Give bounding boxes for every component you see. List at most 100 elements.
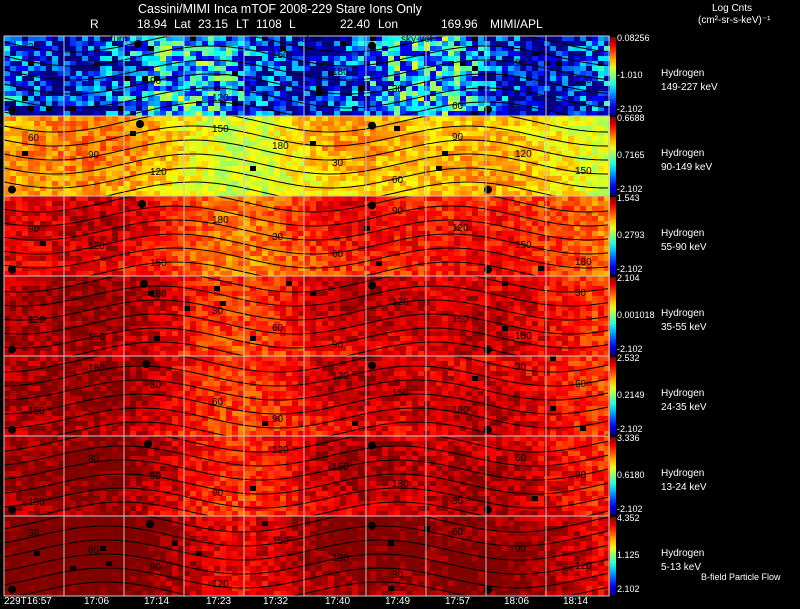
colorbar-cb-max-0: 0.08256 — [617, 33, 650, 43]
contour-label: 120 — [272, 445, 289, 456]
panel-1: 60 90 120 150 180 30 60 90 120 150 — [3, 115, 610, 197]
contour-line — [3, 73, 609, 95]
contour-label: 150 — [452, 314, 469, 325]
contour-line — [3, 487, 609, 509]
contour-label: 90 — [272, 414, 284, 425]
species-label: Hydrogen — [661, 228, 705, 239]
contour-label: 90 — [28, 224, 40, 235]
contour-label: 90 — [88, 150, 100, 161]
lt-label: LT — [236, 17, 250, 31]
colorbar-cb-mid-3: 0.001018 — [617, 310, 655, 320]
x-tick-1: 17:06 — [84, 596, 110, 607]
direction-label-1: saturn — [296, 34, 324, 45]
contour-label: 30 — [88, 454, 100, 465]
contour-line — [3, 567, 609, 589]
contour-label: 30 — [212, 306, 224, 317]
direction-dot — [368, 441, 376, 450]
panel-5: 180 30 60 90 120 150 180 30 60 90 — [3, 435, 610, 517]
colorbar-cb-min-4: -2.102 — [617, 424, 643, 434]
contour-label: 30 — [452, 496, 464, 507]
colorbar-cb-mid-6: 1.125 — [617, 550, 640, 560]
l-value: 22.40 — [340, 17, 371, 31]
colorbar-cb-min-6: 2.102 — [617, 584, 640, 594]
panel-frame — [3, 515, 610, 597]
contour-label: 90 — [515, 544, 527, 555]
energy-label: 35-55 keV — [661, 322, 707, 333]
title-line: Cassini/MIMI Inca mTOF 2008-229 Stare Io… — [138, 2, 422, 16]
contour-line — [3, 275, 609, 293]
colorbar-cb-mid-1: 0.7165 — [617, 150, 645, 160]
contour-label: 60 — [332, 249, 344, 260]
colorbar-cb-mid-2: 0.2793 — [617, 230, 645, 240]
direction-dot — [142, 360, 150, 368]
x-tick-4: 17:32 — [263, 596, 289, 607]
contour-label: 120 — [88, 241, 105, 252]
colorbar-cb-max-5: 3.336 — [617, 433, 640, 443]
panel-6: 30 60 90 120 150 180 30 60 90 120 — [3, 515, 610, 597]
contour-label: 30 — [28, 42, 40, 53]
contour-label: 60 — [452, 101, 464, 112]
units-line1: Log Cnts — [712, 3, 753, 14]
contour-label: 180 — [332, 67, 349, 78]
contour-label: 180 — [515, 331, 532, 342]
direction-dot — [484, 425, 492, 434]
direction-dot — [368, 201, 376, 210]
r-label: R — [90, 17, 99, 31]
colorbar-cb-mid-5: 0.6180 — [617, 470, 645, 480]
colorbar-cb-min-3: -2.102 — [617, 344, 643, 354]
colorbar-cb-max-1: 0.6688 — [617, 113, 645, 123]
direction-dot — [136, 120, 144, 128]
colorbar-6 — [610, 517, 616, 595]
contour-line — [3, 153, 608, 175]
contour-label: 150 — [392, 388, 409, 399]
contour-label: 180 — [452, 405, 469, 416]
colorbar-cb-mid-4: 0.2149 — [617, 390, 645, 400]
direction-dot — [8, 105, 16, 114]
footer-note: B-field Particle Flow — [701, 572, 781, 582]
contour-label: 180 — [332, 553, 349, 564]
species-label: Hydrogen — [661, 548, 705, 559]
lat-label: Lat — [174, 17, 191, 31]
direction-dot — [368, 361, 376, 370]
direction-dot — [368, 521, 376, 530]
contour-label: 90 — [515, 58, 527, 69]
x-tick-9: 18:14 — [563, 596, 589, 607]
x-tick-6: 17:49 — [385, 596, 411, 607]
contour-line — [3, 327, 609, 349]
contour-label: 120 — [392, 297, 409, 308]
panel-label-2: Hydrogen 55-90 keV — [661, 227, 707, 255]
contour-label: 180 — [28, 497, 45, 508]
lat-value: 23.15 — [198, 17, 229, 31]
direction-dot — [8, 505, 16, 514]
contour-label: 180 — [150, 289, 167, 300]
contour-label: 120 — [575, 561, 592, 572]
contour-line — [3, 59, 609, 81]
panel-label-6: Hydrogen 5-13 keV — [661, 547, 704, 575]
contour-label: 120 — [452, 223, 469, 234]
energy-label: 149-227 keV — [661, 82, 718, 93]
contour-line — [3, 219, 609, 241]
contour-line — [3, 365, 609, 387]
energy-label: 13-24 keV — [661, 482, 707, 493]
x-tick-7: 17:57 — [445, 596, 471, 607]
units-line2: (cm²-sr-s-keV)⁻¹ — [698, 15, 771, 26]
direction-dot — [368, 121, 376, 130]
contour-line — [3, 167, 608, 189]
colorbar-cb-max-3: 2.104 — [617, 273, 640, 283]
species-label: Hydrogen — [661, 468, 705, 479]
contour-line — [3, 313, 609, 335]
contour-label: 150 — [575, 166, 592, 177]
contour-label: 30 — [28, 528, 40, 539]
energy-label: 55-90 keV — [661, 242, 707, 253]
direction-dot — [144, 440, 152, 448]
contour-line — [3, 125, 608, 147]
energy-label: 5-13 keV — [661, 562, 702, 573]
contour-label: 30 — [272, 232, 284, 243]
contour-label: 60 — [88, 59, 100, 70]
contour-label: 60 — [28, 133, 40, 144]
colorbar-5 — [610, 437, 616, 515]
contour-label: 150 — [88, 332, 105, 343]
direction-dot — [484, 505, 492, 514]
contour-line — [3, 233, 609, 255]
